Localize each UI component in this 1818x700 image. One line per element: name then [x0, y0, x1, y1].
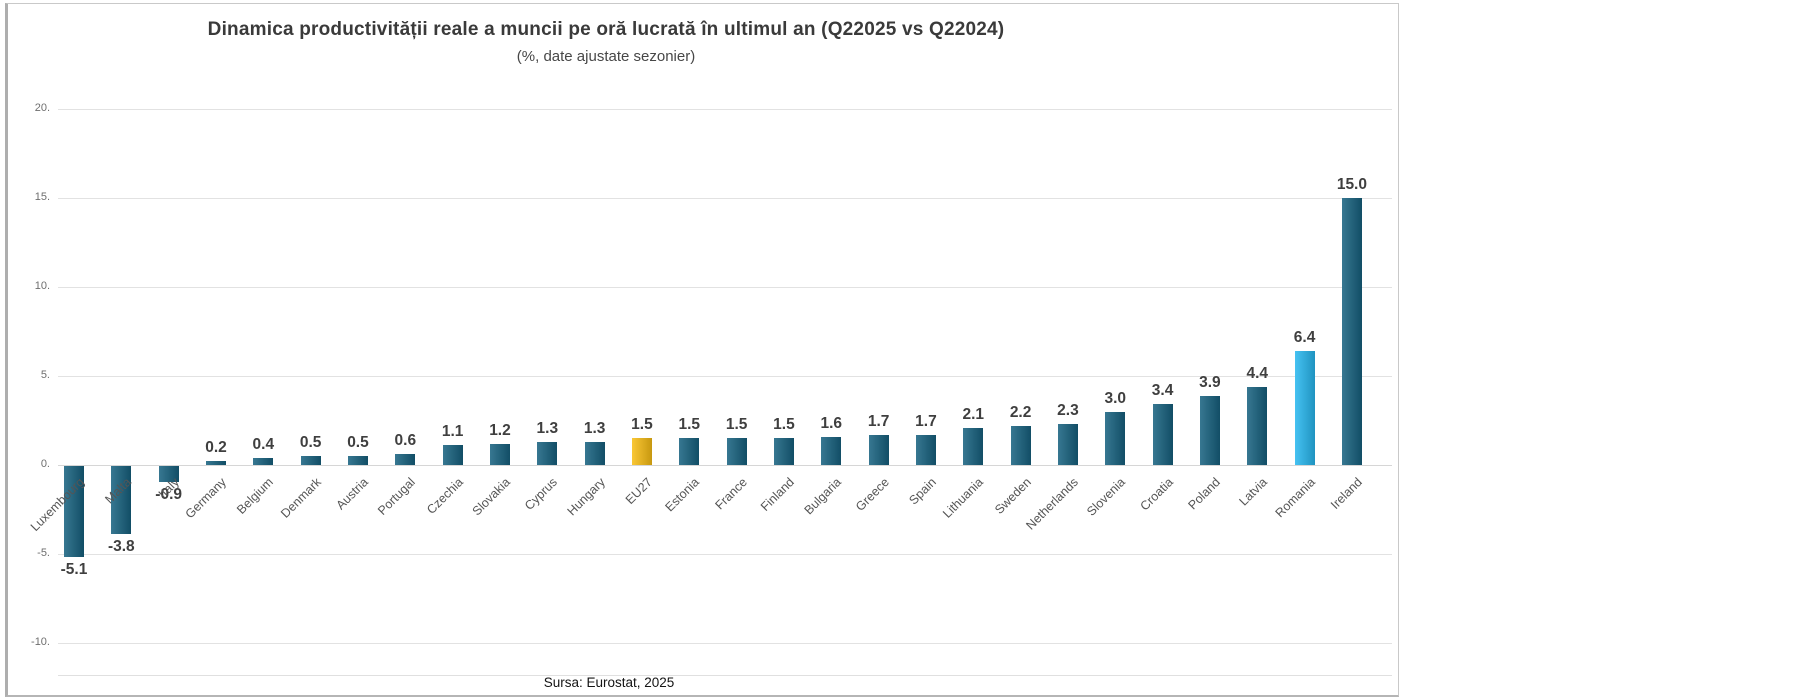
plot-area-bottom-edge	[58, 675, 1392, 676]
gridline	[58, 554, 1392, 555]
bar-value-label: 1.1	[441, 423, 464, 441]
bar-value-label: 0.4	[252, 435, 275, 453]
bar-austria	[347, 456, 368, 465]
bar-cyprus	[537, 441, 558, 465]
bar-value-label: 3.4	[1151, 382, 1174, 400]
bar-romania	[1294, 351, 1315, 465]
bar-malta	[111, 466, 132, 534]
bar-italy	[158, 466, 179, 483]
y-axis-tick-label: 15.	[34, 191, 50, 203]
bar-hungary	[584, 441, 605, 465]
bar-value-label: 1.3	[583, 419, 606, 437]
bar-value-label: 1.6	[820, 414, 843, 432]
y-axis-tick-label: 20.	[34, 102, 50, 114]
bar-value-label: 0.5	[347, 434, 369, 452]
y-axis-tick-label: 10.	[34, 280, 50, 292]
bar-value-label: 1.5	[631, 416, 653, 434]
y-axis-tick-label: -5.	[37, 547, 50, 559]
chart-title: Dinamica productivității reale a muncii …	[207, 19, 1005, 40]
chart-subtitle: (%, date ajustate sezonier)	[516, 48, 696, 65]
y-axis-tick-label: 5.	[40, 369, 50, 381]
bar-value-label: 3.9	[1199, 373, 1221, 391]
bar-czechia	[442, 445, 463, 465]
bar-value-label: -5.1	[60, 560, 88, 578]
bar-eu27	[631, 438, 652, 465]
bar-denmark	[300, 456, 321, 465]
y-axis-tick-label: 0.	[40, 458, 50, 470]
bar-value-label: 1.7	[867, 412, 890, 430]
bar-value-label: 1.3	[536, 419, 559, 437]
bar-value-label: 1.7	[915, 412, 937, 430]
gridline	[58, 198, 1392, 199]
bar-luxembourg	[64, 466, 84, 557]
bar-bulgaria	[821, 436, 842, 465]
chart-panel: Dinamica productivității reale a muncii …	[5, 3, 1399, 697]
bar-value-label: -3.8	[107, 537, 135, 555]
bar-slovakia	[489, 443, 510, 465]
bar-value-label: 2.1	[962, 405, 985, 423]
gridline	[58, 465, 1392, 466]
bar-value-label: 1.5	[725, 416, 748, 434]
bar-value-label: 0.6	[394, 432, 417, 450]
bar-greece	[868, 434, 889, 465]
plot-area: 20. 15. 10. 5. 0. -5. -10. -5.1 Luxembourg -3.8 Ma…	[8, 4, 1398, 695]
gridline	[58, 287, 1392, 288]
bar-value-label: 6.4	[1293, 329, 1316, 347]
gridline	[58, 376, 1392, 377]
bar-value-label: -0.9	[155, 486, 183, 504]
bar-germany	[205, 461, 226, 465]
bar-netherlands	[1057, 424, 1078, 465]
bar-value-label: 2.3	[1057, 402, 1079, 420]
bar-value-label: 15.0	[1336, 176, 1367, 193]
bar-spain	[915, 434, 936, 465]
bar-ireland	[1341, 198, 1362, 465]
gridline	[58, 109, 1392, 110]
chart-source-caption: Sursa: Eurostat, 2025	[543, 675, 675, 690]
bar-value-label: 1.5	[773, 416, 795, 434]
bar-slovenia	[1105, 411, 1126, 465]
bar-value-label: 4.4	[1246, 364, 1269, 382]
bar-value-label: 0.5	[299, 434, 322, 452]
bar-value-label: 1.2	[489, 421, 511, 439]
bar-finland	[773, 438, 794, 465]
bar-poland	[1199, 395, 1220, 465]
bar-france	[726, 438, 747, 465]
bar-portugal	[395, 454, 416, 465]
bar-estonia	[679, 438, 700, 465]
bar-sweden	[1010, 425, 1031, 465]
bar-value-label: 1.5	[678, 416, 701, 434]
bar-value-label: 3.0	[1104, 389, 1127, 407]
gridline	[58, 643, 1392, 644]
bar-value-label: 2.2	[1009, 403, 1032, 421]
bar-lithuania	[963, 427, 984, 465]
bar-value-label: 0.2	[205, 439, 227, 457]
y-axis-tick-label: -10.	[31, 636, 50, 648]
bar-belgium	[253, 457, 274, 465]
bar-croatia	[1152, 404, 1173, 465]
bar-latvia	[1247, 386, 1268, 465]
